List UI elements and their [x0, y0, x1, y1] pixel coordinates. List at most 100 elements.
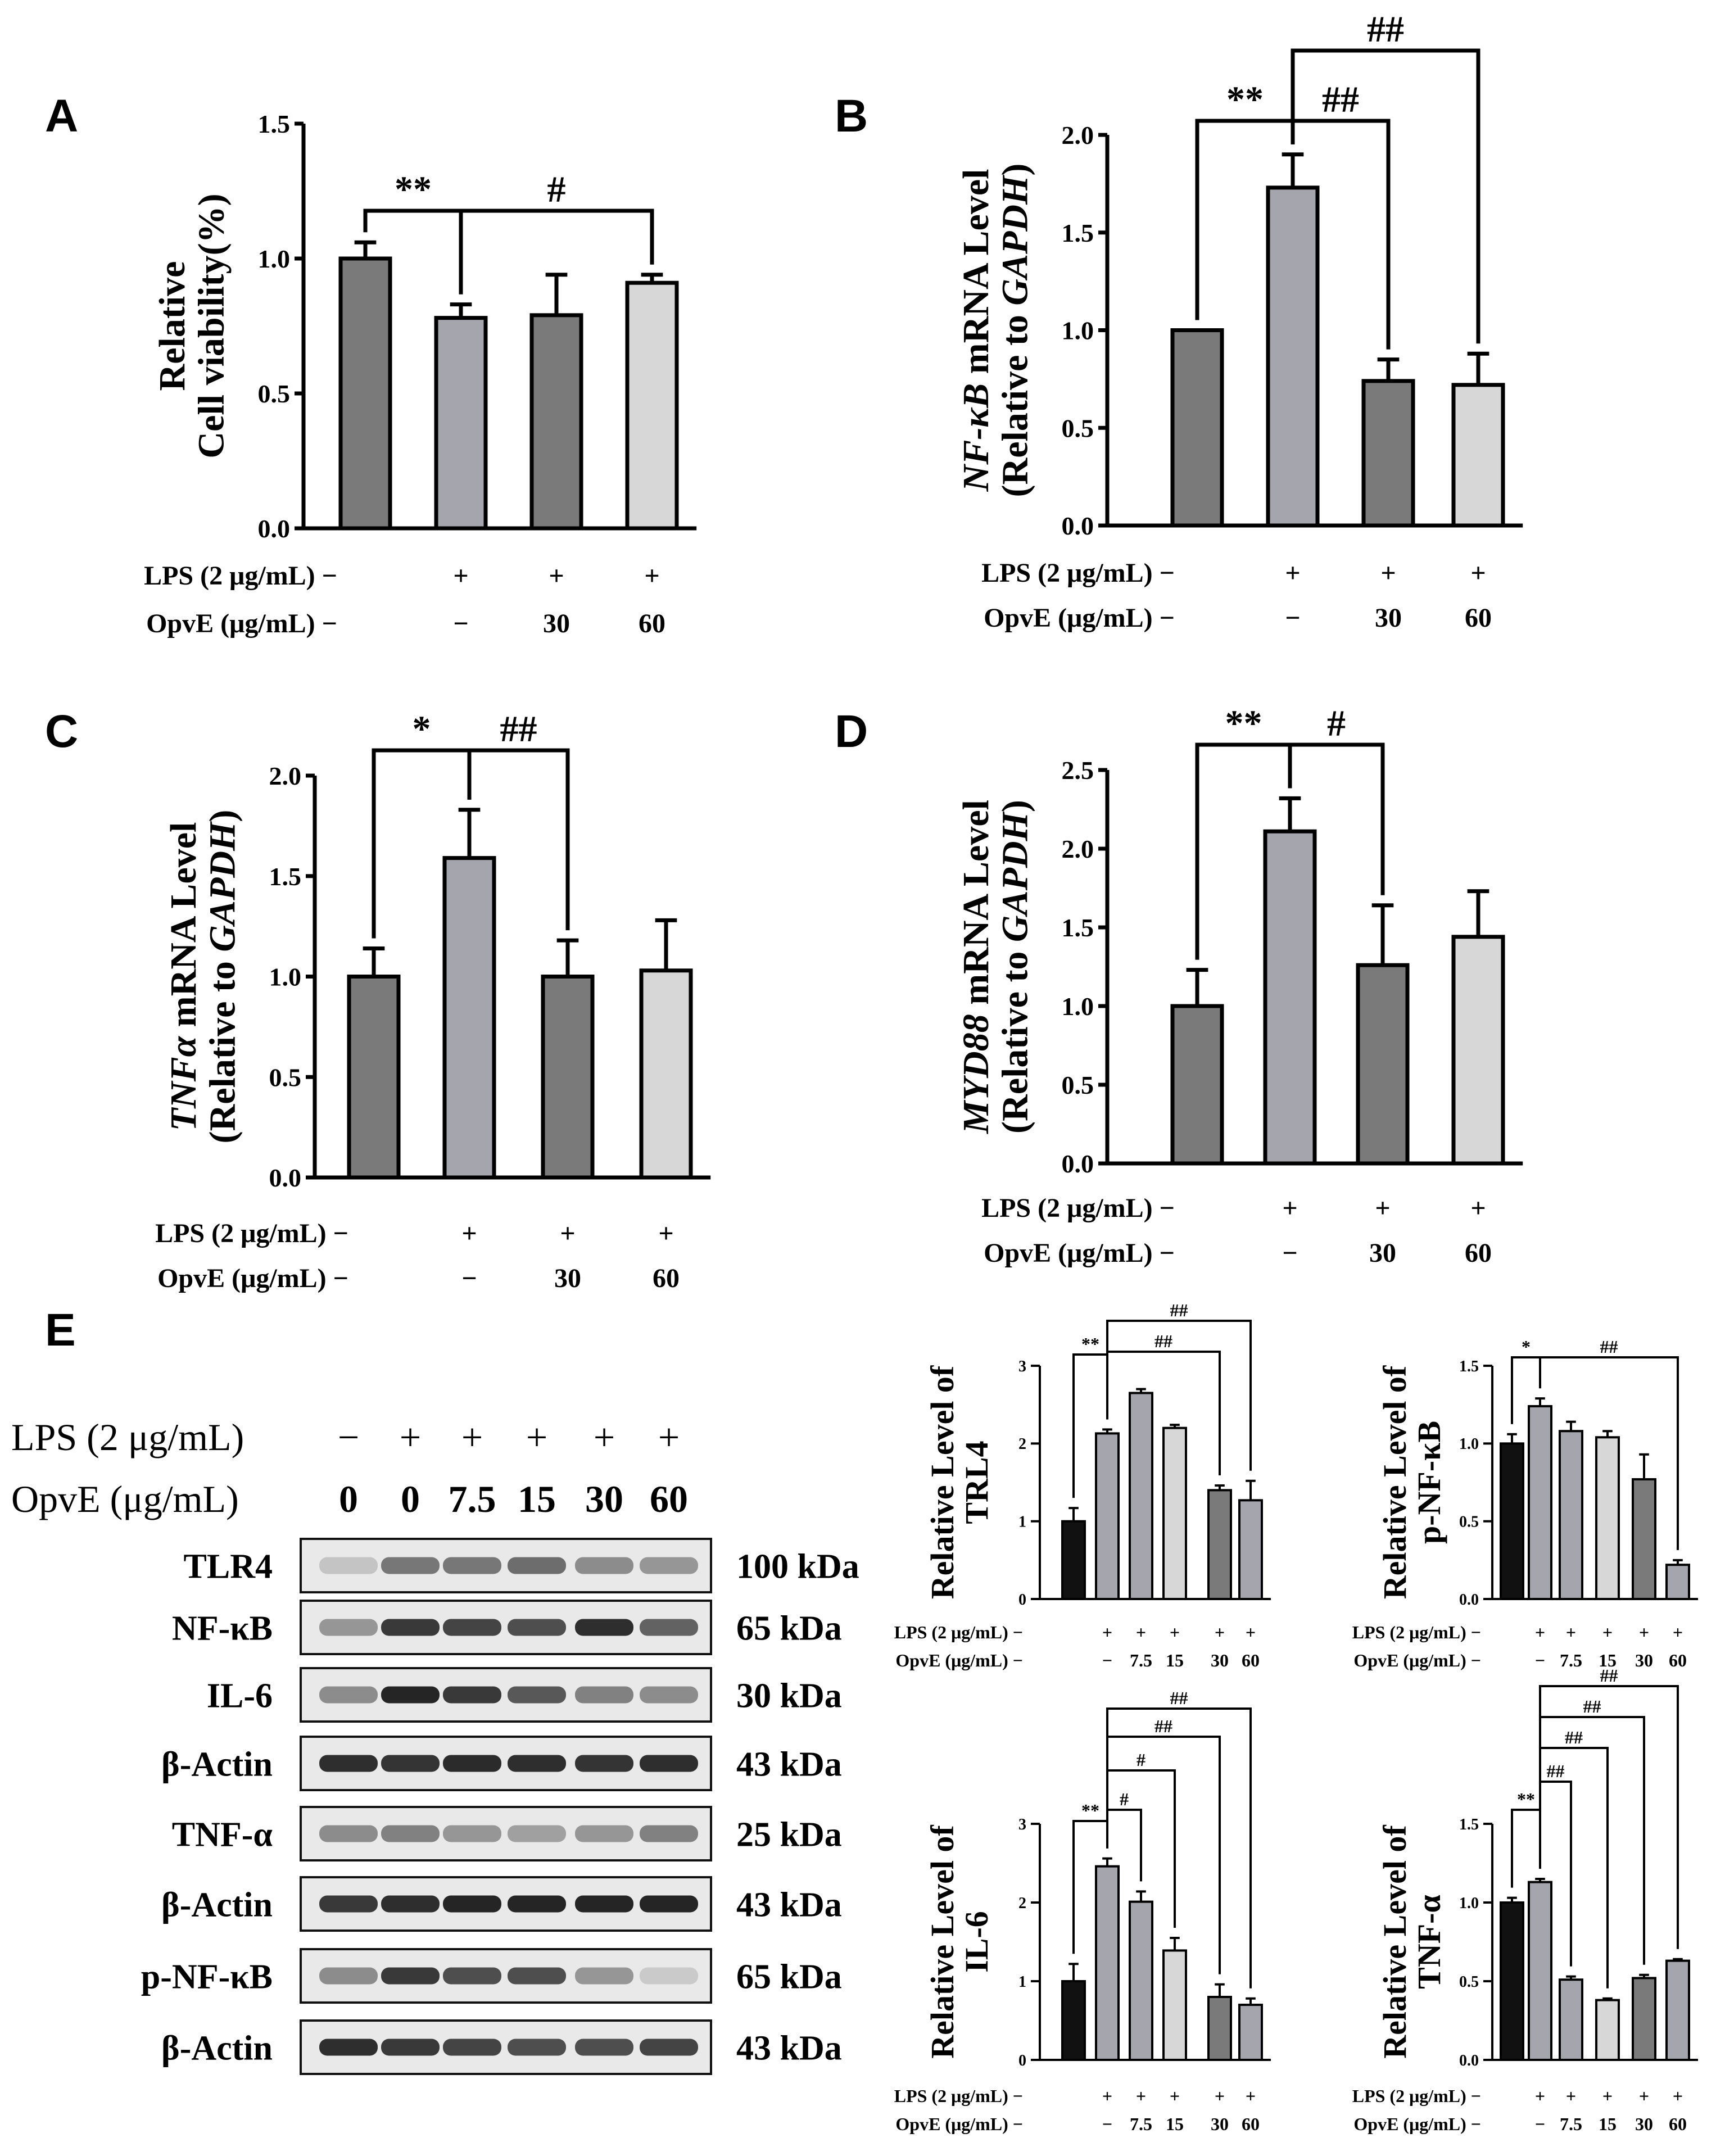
blot-opve-value: 30 — [585, 1478, 623, 1520]
y-axis-label: (Relative to GAPDH) — [202, 810, 243, 1144]
y-axis-label-text: (Relative to — [994, 306, 1035, 497]
blot-band — [381, 1895, 440, 1913]
blot-protein-label: p-NF-κB — [141, 1958, 273, 1996]
y-axis-label: TNFα mRNA Level — [163, 822, 204, 1131]
bar-control — [1500, 1901, 1524, 2061]
y-tick-label: 2.5 — [1062, 756, 1094, 785]
significance-label: ** — [1081, 1800, 1099, 1820]
blot-protein-label: TNF-α — [172, 1816, 273, 1854]
significance-label: ## — [1154, 1716, 1172, 1736]
bar-opve7.5 — [1559, 1978, 1583, 2061]
significance-label: ** — [395, 169, 432, 210]
blot-band — [640, 1686, 698, 1704]
significance-label: ## — [1547, 1761, 1565, 1781]
chart-e2: 0.0 0.5 1.0 1.5 * ## Relative Level ofp-NF-κB L… — [1352, 1337, 1698, 1670]
bar-lps — [1095, 1865, 1120, 2062]
significance-label: ## — [1170, 1300, 1188, 1320]
significance-bracket — [1106, 1736, 1221, 1974]
y-axis-label-gene: TNFα — [163, 1035, 204, 1131]
y-tick-label: 1.0 — [1459, 1435, 1479, 1453]
lps-value: + — [560, 1219, 575, 1248]
lps-label: LPS (2 μg/mL) − — [144, 561, 337, 591]
significance-label: ## — [500, 709, 537, 750]
opve-value: 60 — [1669, 2114, 1687, 2134]
bar-lps+opve60 — [625, 280, 679, 531]
blot-strip — [300, 1538, 712, 1593]
opve-value: 15 — [1599, 2114, 1617, 2134]
y-tick-label: 2.0 — [269, 762, 302, 790]
y-axis-label-text: mRNA Level — [956, 169, 997, 383]
y-tick-label: 0.0 — [1459, 2052, 1479, 2069]
opve-value: 60 — [1242, 1650, 1260, 1670]
significance-label: ## — [1600, 1337, 1618, 1357]
y-tick-label: 2.0 — [1062, 121, 1094, 150]
bar-opve15 — [1162, 1426, 1187, 1601]
lps-value: + — [1673, 1622, 1683, 1642]
opve-value: − — [1102, 2114, 1112, 2134]
blot-band — [443, 1895, 501, 1913]
significance-label: ## — [1583, 1696, 1601, 1716]
opve-label: OpvE (μg/mL) − — [1353, 1650, 1481, 1670]
y-axis-label-gene: NF-κB — [956, 383, 997, 492]
chart-c: 0.0 0.5 1.0 1.5 2.0 * ## TNFα mRNA Level(Relati… — [155, 709, 711, 1293]
lps-value: + — [658, 1219, 673, 1248]
lps-label: LPS (2 μg/mL) − — [1352, 1622, 1481, 1642]
blot-protein-label: NF-κB — [172, 1610, 273, 1648]
bar-lps — [1528, 1881, 1552, 2062]
blot-protein-label: β-Actin — [161, 1746, 273, 1784]
significance-label: ** — [1225, 703, 1262, 744]
y-tick-label: 2.0 — [1062, 835, 1094, 863]
blot-strip — [300, 1948, 712, 2004]
y-tick-label: 1 — [1018, 1973, 1026, 1991]
blot-kda-label: 43 kDa — [736, 1886, 842, 1924]
blot-band — [575, 1825, 633, 1842]
opve-value: 30 — [543, 609, 570, 638]
blot-band — [443, 1557, 501, 1574]
y-axis-label: Relative Level of — [1377, 1825, 1413, 2059]
y-tick-label: 1.5 — [1459, 1816, 1479, 1833]
lps-label: LPS (2 μg/mL) − — [894, 2086, 1023, 2106]
blot-band — [319, 1895, 378, 1913]
blot-band — [508, 1619, 566, 1636]
significance-label: ** — [1081, 1334, 1099, 1354]
significance-label: ## — [1565, 1727, 1583, 1747]
significance-bracket — [1539, 1356, 1679, 1550]
lps-value: + — [1566, 1622, 1576, 1642]
bar-opve30 — [1207, 1996, 1232, 2061]
blot-band — [575, 2039, 633, 2056]
y-tick-label: 1.5 — [258, 110, 291, 138]
blot-band — [508, 1967, 566, 1985]
y-tick-label: 1.0 — [1062, 316, 1094, 345]
opve-value: 60 — [639, 609, 665, 638]
blot-kda-label: 25 kDa — [736, 1816, 842, 1854]
bar-lps+opve30 — [529, 313, 583, 531]
lps-value: + — [1170, 2086, 1180, 2106]
significance-bracket — [1539, 1685, 1679, 1949]
lps-value: + — [1535, 1622, 1545, 1642]
opve-value: − — [1285, 603, 1300, 633]
bar-opve15 — [1595, 1436, 1620, 1600]
lps-label: LPS (2 μg/mL) − — [1352, 2086, 1481, 2106]
bar-lps — [434, 316, 488, 531]
y-axis-label-text: (Relative to — [994, 942, 1035, 1134]
blot-protein-label: β-Actin — [161, 2030, 273, 2068]
y-axis-label: MYD88 mRNA Level — [956, 800, 997, 1134]
blot-band — [640, 1619, 698, 1636]
opve-value: 60 — [1242, 2114, 1260, 2134]
blot-band — [381, 1619, 440, 1636]
y-tick-label: 1.0 — [269, 963, 302, 991]
significance-label: ## — [1367, 9, 1404, 50]
blot-kda-label: 65 kDa — [736, 1610, 842, 1648]
y-tick-label: 0.5 — [1459, 1513, 1479, 1530]
blot-band — [575, 1686, 633, 1704]
significance-label: # — [1120, 1789, 1129, 1809]
blot-band — [443, 2039, 501, 2056]
opve-value: 30 — [1635, 1650, 1653, 1670]
y-axis-label-text: ) — [994, 800, 1035, 812]
lps-value: + — [1285, 558, 1300, 588]
bar-opve7.5 — [1129, 1392, 1153, 1601]
y-axis-label: NF-κB mRNA Level — [956, 169, 997, 492]
y-tick-label: 3 — [1018, 1816, 1026, 1833]
